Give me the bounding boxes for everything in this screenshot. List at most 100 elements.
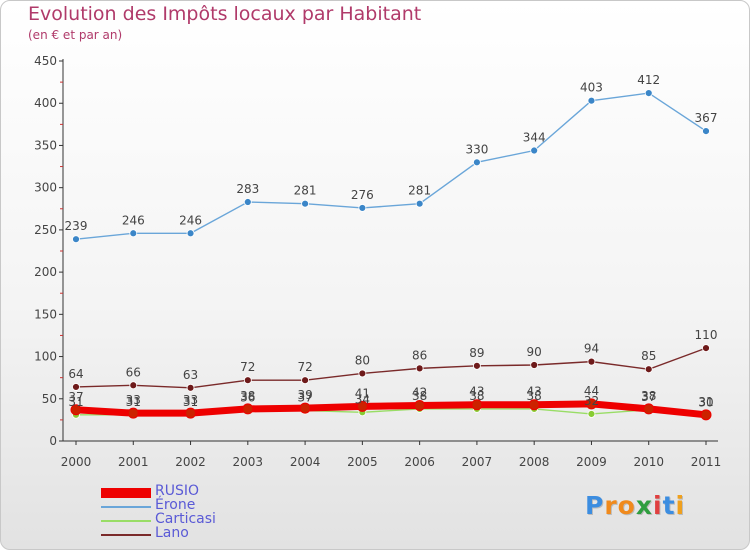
data-label-erone: 283 xyxy=(236,182,259,196)
series-line-erone xyxy=(75,92,707,240)
data-label-lano: 66 xyxy=(126,365,141,379)
legend-label-carticasi: Carticasi xyxy=(155,511,216,527)
data-label-erone: 276 xyxy=(351,188,374,202)
point-lano xyxy=(702,344,710,353)
point-lano xyxy=(644,365,653,374)
x-tick-label: 2009 xyxy=(576,455,607,469)
legend-label-lano: Lano xyxy=(155,525,189,541)
proxiti-logo: Proxiti xyxy=(585,491,685,520)
data-label-carticasi: 30 xyxy=(698,396,713,410)
point-erone xyxy=(243,198,252,206)
y-tick-label: 400 xyxy=(34,96,57,110)
data-label-carticasi: 32 xyxy=(584,394,599,408)
point-erone xyxy=(72,235,80,244)
x-tick-label: 2005 xyxy=(347,455,378,469)
y-tick-label: 50 xyxy=(42,392,57,406)
x-tick-label: 2004 xyxy=(290,455,321,469)
point-rusio xyxy=(643,403,655,415)
point-erone xyxy=(301,199,309,208)
data-label-lano: 85 xyxy=(641,349,656,363)
data-label-carticasi: 31 xyxy=(126,395,141,409)
data-label-rusio: 41 xyxy=(355,386,370,400)
logo-letter: i xyxy=(675,491,686,520)
data-label-carticasi: 36 xyxy=(240,391,255,405)
data-label-carticasi: 38 xyxy=(469,389,484,403)
chart-title: Evolution des Impôts locaux par Habitant xyxy=(28,3,422,25)
point-lano xyxy=(301,376,309,385)
point-erone xyxy=(587,96,596,105)
data-label-erone: 412 xyxy=(637,73,660,87)
data-label-erone: 239 xyxy=(65,219,88,233)
logo-letter: t xyxy=(662,491,676,520)
data-label-erone: 281 xyxy=(408,184,431,198)
legend-label-rusio: RUSIO xyxy=(155,483,200,499)
data-label-rusio: 38 xyxy=(641,389,656,403)
point-lano xyxy=(587,357,596,366)
point-rusio xyxy=(185,407,197,419)
data-label-erone: 246 xyxy=(179,213,202,227)
chart-subtitle: (en € et par an) xyxy=(28,28,123,42)
legend-swatch-rusio xyxy=(101,488,151,498)
x-tick-label: 2002 xyxy=(175,455,206,469)
point-erone xyxy=(129,229,138,238)
data-label-carticasi: 31 xyxy=(183,395,198,409)
point-lano xyxy=(530,361,539,369)
legend-item-rusio: RUSIO xyxy=(101,483,261,499)
y-tick-label: 300 xyxy=(34,181,57,195)
data-label-rusio: 31 xyxy=(698,395,713,409)
point-lano xyxy=(473,361,481,370)
point-rusio xyxy=(356,400,368,412)
y-tick-label: 150 xyxy=(34,307,57,321)
data-label-lano: 80 xyxy=(355,353,370,367)
data-label-erone: 403 xyxy=(580,81,603,95)
x-tick-label: 2010 xyxy=(633,455,664,469)
data-label-rusio: 38 xyxy=(240,389,255,403)
point-erone xyxy=(415,199,424,208)
series-line-lano xyxy=(75,347,707,389)
logo-letter: r xyxy=(604,491,618,520)
point-rusio xyxy=(299,402,311,414)
data-label-rusio: 39 xyxy=(297,388,312,402)
data-label-rusio: 37 xyxy=(68,390,83,404)
data-label-lano: 72 xyxy=(240,360,255,374)
data-label-lano: 89 xyxy=(469,346,484,360)
point-rusio xyxy=(127,407,139,419)
point-erone xyxy=(473,158,481,167)
point-rusio xyxy=(414,400,426,412)
x-tick-label: 2007 xyxy=(462,455,493,469)
logo-letter: i xyxy=(653,491,663,520)
data-label-lano: 72 xyxy=(297,360,312,374)
data-label-rusio: 42 xyxy=(412,386,427,400)
point-rusio xyxy=(700,409,712,421)
data-label-erone: 281 xyxy=(294,184,317,198)
x-tick-label: 2011 xyxy=(691,455,722,469)
point-erone xyxy=(702,127,710,135)
data-label-lano: 64 xyxy=(68,367,83,381)
data-label-rusio: 33 xyxy=(126,393,141,407)
logo-letter: o xyxy=(617,491,636,520)
y-tick-label: 200 xyxy=(34,265,57,279)
point-lano xyxy=(186,383,195,392)
x-tick-label: 2003 xyxy=(233,455,264,469)
legend-item-carticasi: Carticasi xyxy=(101,511,261,527)
point-erone xyxy=(186,229,195,238)
x-tick-label: 2008 xyxy=(519,455,550,469)
data-label-lano: 94 xyxy=(584,342,599,356)
y-tick-label: 100 xyxy=(34,350,57,364)
point-erone xyxy=(644,89,653,97)
legend-item-lano: Lano xyxy=(101,525,261,541)
series-line-rusio xyxy=(72,400,710,419)
data-label-lano: 86 xyxy=(412,348,427,362)
data-label-rusio: 33 xyxy=(183,393,198,407)
y-tick-label: 350 xyxy=(34,138,57,152)
point-erone xyxy=(530,146,539,155)
legend-swatch-carticasi xyxy=(101,520,151,522)
data-label-erone: 246 xyxy=(122,213,145,227)
x-tick-label: 2006 xyxy=(404,455,435,469)
y-tick-label: 0 xyxy=(49,434,57,448)
data-label-lano: 110 xyxy=(695,328,718,342)
data-label-rusio: 43 xyxy=(469,385,484,399)
point-rusio xyxy=(528,399,540,411)
